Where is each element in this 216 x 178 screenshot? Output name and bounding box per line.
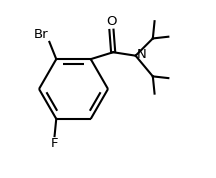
Text: Br: Br [34, 28, 49, 41]
Text: O: O [106, 15, 117, 28]
Text: F: F [51, 137, 58, 150]
Text: N: N [137, 48, 146, 61]
